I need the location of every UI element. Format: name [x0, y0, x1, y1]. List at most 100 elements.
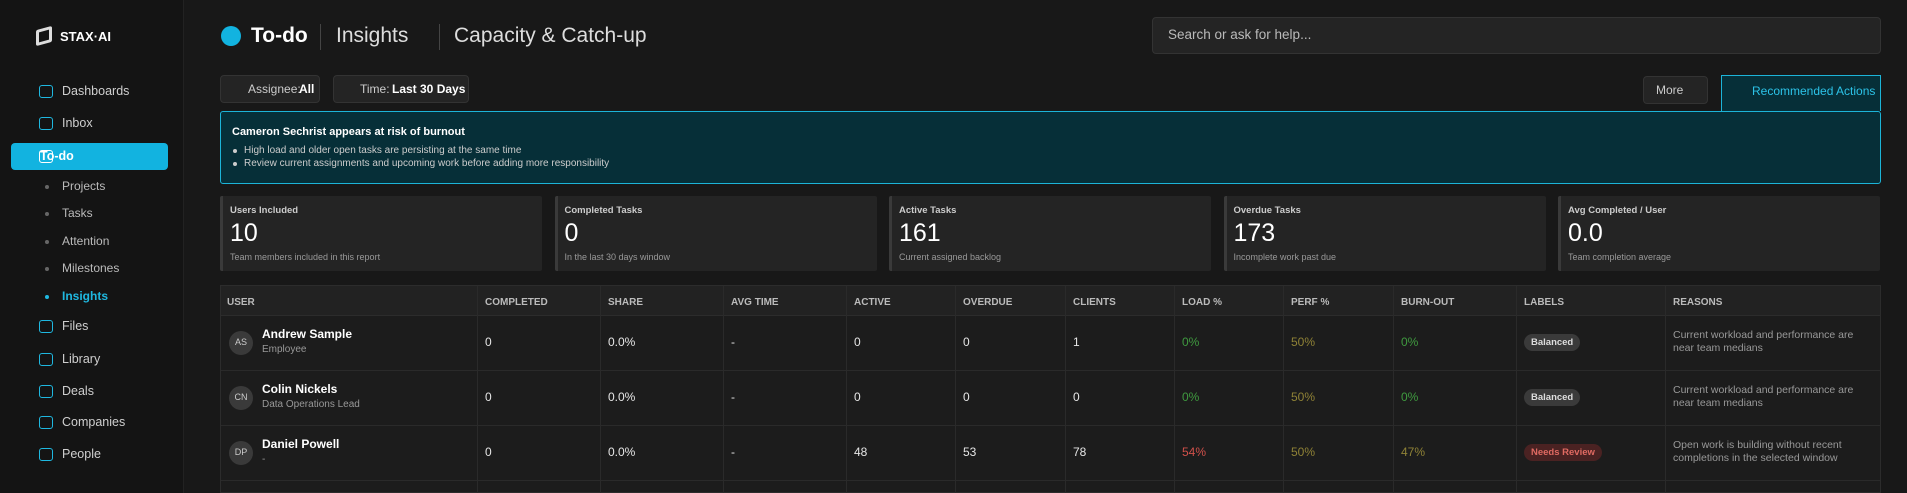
- column-header[interactable]: LOAD %: [1182, 297, 1222, 308]
- column-header[interactable]: LABELS: [1524, 297, 1564, 308]
- nav-icon: [39, 150, 53, 163]
- nav-icon: [39, 85, 53, 98]
- column-header[interactable]: ACTIVE: [854, 297, 891, 308]
- cell: 0: [485, 390, 492, 404]
- stat-label: Overdue Tasks: [1233, 205, 1301, 216]
- search-box[interactable]: [1152, 17, 1881, 54]
- column-header[interactable]: REASONS: [1673, 297, 1723, 308]
- cell: 0: [1073, 390, 1080, 404]
- filter-value: Last 30 Days: [392, 82, 466, 96]
- nav-item[interactable]: Library: [62, 352, 101, 366]
- more-button[interactable]: [1643, 76, 1708, 104]
- avatar: [229, 441, 253, 465]
- assignee-filter[interactable]: [220, 75, 320, 103]
- nav-icon: [39, 385, 53, 398]
- reason: Current workload and performance are nea…: [1673, 329, 1854, 354]
- more-label: More: [1656, 83, 1684, 97]
- logo: STAX·AI: [60, 29, 112, 44]
- column-header[interactable]: OVERDUE: [963, 297, 1013, 308]
- column-header[interactable]: CLIENTS: [1073, 297, 1116, 308]
- nav-icon: [39, 448, 53, 461]
- label-pill: Balanced: [1524, 334, 1581, 351]
- nav-icon: [39, 117, 53, 130]
- cell: 0: [963, 390, 970, 404]
- cell: -: [731, 335, 735, 349]
- stat-card: [889, 196, 1211, 271]
- alert-bullet: Review current assignments and upcoming …: [244, 158, 610, 169]
- nav-icon: [39, 353, 53, 366]
- nav-item[interactable]: People: [62, 447, 101, 461]
- nav-item[interactable]: Attention: [62, 234, 110, 248]
- cell: -: [731, 445, 735, 459]
- divider: [320, 24, 321, 50]
- column-header[interactable]: BURN-OUT: [1401, 297, 1455, 308]
- breadcrumb[interactable]: Capacity & Catch-up: [454, 24, 647, 47]
- user-name: Daniel Powell: [262, 437, 340, 451]
- breadcrumb[interactable]: To-do: [251, 24, 308, 47]
- cell: 0: [485, 335, 492, 349]
- label-pill: Needs Review: [1524, 444, 1602, 461]
- nav-dot: [45, 212, 49, 216]
- nav-item[interactable]: Inbox: [62, 116, 93, 130]
- table-header-row: [221, 286, 1880, 316]
- cell: 0: [854, 335, 861, 349]
- column-header[interactable]: COMPLETED: [485, 297, 548, 308]
- stat-value: 161: [899, 219, 941, 247]
- user-role: -: [262, 454, 266, 465]
- nav-item[interactable]: Projects: [62, 179, 106, 193]
- time-filter[interactable]: [333, 75, 469, 103]
- cell: 54%: [1182, 445, 1207, 459]
- stat-label: Users Included: [230, 205, 299, 216]
- user-role: Employee: [262, 344, 307, 355]
- column-header[interactable]: PERF %: [1291, 297, 1330, 308]
- alert-bullet-dot: [233, 149, 237, 153]
- nav-item[interactable]: Tasks: [62, 206, 93, 220]
- alert-bullet: High load and older open tasks are persi…: [244, 145, 522, 156]
- cell: 0%: [1182, 390, 1200, 404]
- stat-card: [220, 196, 542, 271]
- column-header[interactable]: SHARE: [608, 297, 644, 308]
- nav-icon: [39, 416, 53, 429]
- stat-note: Team completion average: [1568, 252, 1672, 262]
- reason: Open work is building without recent com…: [1673, 439, 1842, 464]
- column-header[interactable]: AVG TIME: [731, 297, 779, 308]
- filter-label: Time:: [360, 82, 390, 96]
- nav-item[interactable]: Dashboards: [62, 84, 130, 98]
- nav-item[interactable]: Companies: [62, 415, 126, 429]
- alert-bullet-dot: [233, 162, 237, 166]
- stat-card: [554, 196, 877, 271]
- column-header[interactable]: USER: [227, 297, 255, 308]
- nav-dot: [45, 240, 49, 244]
- filter-label: Assignee:: [248, 82, 301, 96]
- cell: 0: [854, 390, 861, 404]
- nav-item[interactable]: Files: [62, 319, 89, 333]
- column-divider: [723, 286, 724, 493]
- nav-item[interactable]: To-do: [40, 149, 74, 163]
- cell: 0: [963, 335, 970, 349]
- recommended-button[interactable]: [1721, 75, 1881, 111]
- nav-dot: [45, 295, 49, 299]
- nav-item[interactable]: Deals: [62, 384, 94, 398]
- column-divider: [1174, 286, 1175, 493]
- nav-dot: [45, 185, 49, 189]
- nav-item[interactable]: Insights: [62, 289, 109, 303]
- table-row: [221, 426, 1880, 481]
- column-divider: [1283, 286, 1284, 493]
- nav-item[interactable]: Milestones: [62, 261, 120, 275]
- cell: 53: [963, 445, 977, 459]
- cell: 0.0%: [608, 335, 636, 349]
- breadcrumb[interactable]: Insights: [336, 24, 409, 47]
- user-name: Andrew Sample: [262, 327, 353, 341]
- table: [220, 285, 1881, 493]
- column-divider: [1516, 286, 1517, 493]
- cell: 48: [854, 445, 868, 459]
- stat-value: 0: [564, 219, 579, 247]
- cell: 0: [485, 445, 492, 459]
- alert-title: Cameron Sechrist appears at risk of burn…: [232, 126, 465, 138]
- cell: 50%: [1291, 390, 1316, 404]
- recommended-label: Recommended Actions: [1752, 84, 1876, 98]
- cell: 0.0%: [608, 445, 636, 459]
- filter-value: All: [299, 82, 315, 96]
- avatar: [229, 386, 253, 410]
